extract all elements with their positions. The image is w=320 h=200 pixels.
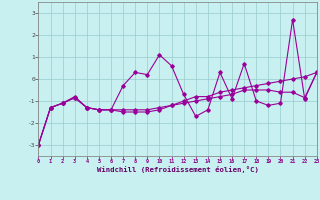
X-axis label: Windchill (Refroidissement éolien,°C): Windchill (Refroidissement éolien,°C)	[97, 166, 259, 173]
